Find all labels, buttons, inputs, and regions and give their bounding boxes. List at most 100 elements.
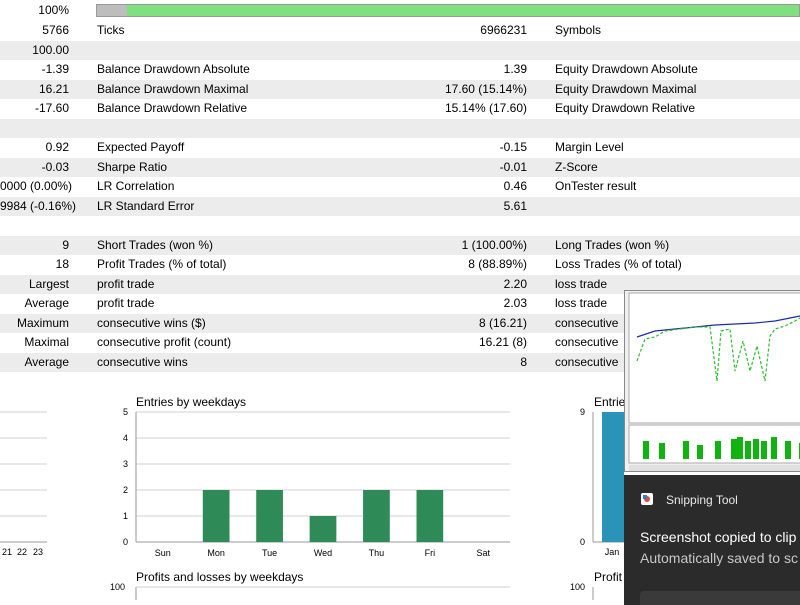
- weekday-xtick: Mon: [207, 548, 225, 558]
- stats-cell-c2: Ticks: [97, 23, 125, 37]
- month-ytick: 9: [580, 407, 585, 417]
- weekday-xtick: Thu: [369, 548, 385, 558]
- weekday-xtick: Fri: [425, 548, 436, 558]
- stats-cell-c3: 8 (88.89%): [468, 257, 527, 271]
- weekday-xtick: Wed: [314, 548, 332, 558]
- stats-cell-c2: Sharpe Ratio: [97, 159, 168, 174]
- progress-bar-start: [97, 5, 127, 16]
- stats-cell-c3: 1.39: [503, 62, 527, 76]
- stats-cell-c3: 1 (100.00%): [461, 237, 527, 252]
- deposit-load-bars: [643, 437, 800, 459]
- month-chart-title: Entrie: [594, 395, 626, 409]
- stats-cell-c4: loss trade: [555, 276, 608, 291]
- stats-row: 5766 Ticks 6966231 Symbols: [0, 21, 800, 40]
- stats-cell-c4: consecutive: [555, 354, 619, 369]
- stats-cell-c4: OnTester result: [555, 179, 637, 193]
- stats-cell-c2: LR Standard Error: [97, 198, 195, 213]
- stats-cell-c2: Profit Trades (% of total): [97, 257, 227, 271]
- stats-cell-c3: 8 (16.21): [478, 315, 527, 330]
- profits-chart-partial: 100: [110, 582, 510, 600]
- month-bar: [602, 412, 624, 542]
- stats-cell-c2: consecutive wins ($): [97, 315, 206, 330]
- stats-cell-c3: 5.61: [503, 198, 527, 213]
- weekday-xtick: Tue: [262, 548, 277, 558]
- stats-row: Average consecutive wins 8 consecutive: [0, 352, 800, 372]
- stats-cell-c3: 2.20: [503, 276, 527, 291]
- stats-cell-c1: 100.00: [32, 42, 69, 57]
- snipping-tool-icon: [640, 492, 654, 506]
- weekday-bar: [309, 516, 337, 542]
- month-chart-partial: 9 0 Jan: [580, 407, 630, 557]
- stats-cell-c1: -17.60: [34, 101, 69, 115]
- profits-right-ytick: 100: [570, 582, 585, 592]
- stats-row: [0, 216, 800, 235]
- weekday-chart-title: Entries by weekdays: [136, 395, 247, 409]
- stats-cell-c3: -0.01: [499, 159, 527, 174]
- stats-cell-c4: consecutive: [555, 335, 619, 349]
- snip-preview-image: [628, 292, 800, 471]
- stats-cell-c1: Largest: [28, 276, 69, 291]
- weekday-xtick: Sun: [155, 548, 171, 558]
- stats-cell-c3: 2.03: [503, 296, 527, 310]
- equity-line: [636, 317, 800, 382]
- stats-cell-c4: Equity Drawdown Relative: [555, 101, 696, 115]
- toast-app-name: Snipping Tool: [666, 493, 738, 507]
- stats-cell-c1: 5766: [42, 23, 69, 37]
- stats-cell-c3: 8: [520, 354, 527, 369]
- stats-row: [0, 118, 800, 138]
- weekday-bar: [363, 490, 390, 542]
- profits-chart-title: Profits and losses by weekdays: [136, 570, 304, 584]
- balance-line: [636, 315, 800, 338]
- stats-row: Largest profit trade 2.20 loss trade: [0, 274, 800, 294]
- weekday-ytick: 5: [123, 407, 128, 417]
- stats-cell-c4: consecutive: [555, 315, 619, 330]
- stats-cell-c1: 9984 (-0.16%): [0, 198, 77, 213]
- stats-cell-c2: Balance Drawdown Absolute: [97, 62, 250, 76]
- stats-cell-c3: 6966231: [480, 23, 527, 37]
- weekday-bar: [416, 490, 444, 542]
- progress-row: 100%: [0, 0, 800, 22]
- stats-cell-c2: LR Correlation: [97, 179, 175, 193]
- stats-cell-c2: profit trade: [97, 276, 155, 291]
- stats-cell-c1: 16.21: [38, 81, 69, 96]
- stats-cell-c4: Symbols: [555, 23, 602, 37]
- stats-cell-c4: Z-Score: [555, 159, 598, 174]
- toast-title: Screenshot copied to clip: [640, 529, 797, 545]
- stats-cell-c4: Equity Drawdown Absolute: [555, 62, 698, 76]
- stats-row: 0000 (0.00%) LR Correlation 0.46 OnTester r…: [0, 177, 800, 196]
- weekday-bar: [256, 490, 283, 542]
- stats-row: Maximal consecutive profit (count) 16.21 (…: [0, 333, 800, 352]
- stats-row: 16.21 Balance Drawdown Maximal 17.60 (15.1…: [0, 79, 800, 99]
- stats-cell-c1: 9: [62, 237, 69, 252]
- toast-action-button[interactable]: [640, 591, 800, 605]
- stats-row: 18 Profit Trades (% of total) 8 (88.89%) Lo…: [0, 255, 800, 274]
- weekday-ytick: 1: [123, 511, 128, 521]
- stats-cell-c1: 0.92: [45, 140, 69, 154]
- weekday-ytick: 2: [123, 485, 128, 495]
- weekday-ytick: 0: [123, 537, 128, 547]
- progress-bar-fill: [127, 5, 799, 16]
- stats-cell-c4: Long Trades (won %): [555, 237, 670, 252]
- weekday-chart: 0 1 2 3 4 5 Sun Mon Tue Wed Thu Fri Sat: [123, 407, 510, 558]
- toast-subtitle: Automatically saved to sc: [640, 550, 798, 566]
- stats-cell-c1: Average: [24, 354, 69, 369]
- stats-cell-c2: Short Trades (won %): [97, 237, 214, 252]
- stats-cell-c3: -0.15: [499, 140, 527, 154]
- snipping-toast[interactable]: Snipping Tool Screenshot copied to clip …: [624, 475, 800, 605]
- profits-ytick: 100: [110, 582, 125, 592]
- month-xtick: Jan: [605, 547, 620, 557]
- stats-cell-c3: 0.46: [503, 179, 527, 193]
- snip-preview-window[interactable]: [624, 290, 800, 472]
- stats-row: Average profit trade 2.03 loss trade: [0, 294, 800, 313]
- hours-chart-grid: [0, 411, 47, 543]
- weekday-ytick: 4: [123, 433, 128, 443]
- weekday-xtick: Sat: [477, 548, 491, 558]
- progress-percent: 100%: [38, 3, 69, 17]
- stats-row: 100.00: [0, 40, 800, 60]
- stats-row: -17.60 Balance Drawdown Relative 15.14% (1…: [0, 99, 800, 118]
- stats-cell-c3: 16.21 (8): [478, 335, 527, 349]
- stats-row: 0.92 Expected Payoff -0.15 Margin Level: [0, 138, 800, 157]
- hours-xtick: 21: [2, 547, 12, 557]
- stats-cell-c4: Equity Drawdown Maximal: [555, 81, 697, 96]
- stats-cell-c1: -0.03: [41, 159, 69, 174]
